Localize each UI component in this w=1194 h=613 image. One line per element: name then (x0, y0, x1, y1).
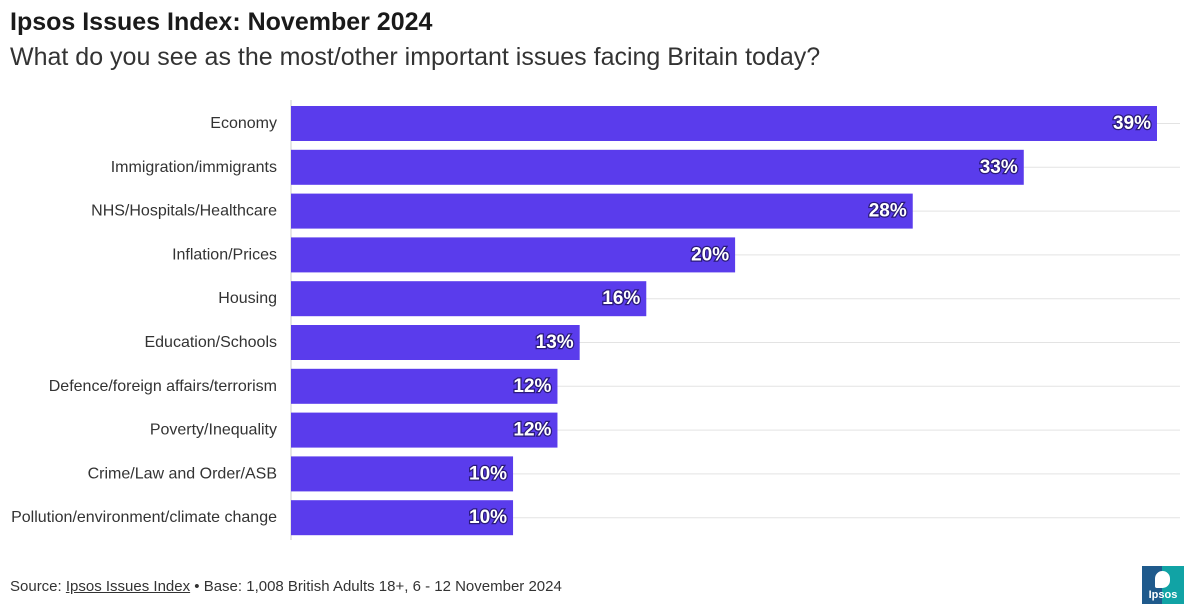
value-label: 13% (536, 332, 574, 353)
category-label: Housing (218, 290, 277, 307)
category-label: Pollution/environment/climate change (11, 509, 277, 526)
category-label: NHS/Hospitals/Healthcare (91, 203, 277, 220)
category-label: Poverty/Inequality (150, 422, 277, 439)
bar (291, 368, 558, 404)
bar (291, 500, 514, 536)
value-label: 28% (869, 201, 907, 222)
bar-chart: Economy Immigration/immigrants NHS/Hospita… (11, 100, 1180, 540)
footer-source: Source: Ipsos Issues Index • Base: 1,008… (10, 578, 562, 595)
category-label: Education/Schools (144, 334, 277, 351)
value-label: 10% (469, 463, 507, 484)
bar (291, 193, 913, 229)
bar (291, 281, 647, 317)
value-label: 10% (469, 507, 507, 528)
bar (291, 106, 1157, 141)
category-labels: Economy Immigration/immigrants NHS/Hospita… (11, 115, 277, 526)
value-label: 33% (980, 157, 1018, 178)
source-link[interactable]: Ipsos Issues Index (65, 578, 191, 595)
value-labels: 39% 33% 28% 20% 16% 13% 12% 12% 10% 10% (468, 112, 1153, 530)
category-label: Crime/Law and Order/ASB (88, 465, 277, 482)
bar (291, 237, 736, 273)
bar (291, 149, 1024, 185)
value-label: 12% (513, 420, 551, 441)
category-label: Inflation/Prices (172, 246, 277, 263)
value-label: 16% (602, 288, 640, 309)
logo-mark-icon (1155, 571, 1170, 588)
bar (291, 325, 580, 360)
logo-text: Ipsos (1148, 589, 1178, 601)
value-label: 20% (691, 244, 729, 265)
footer-prefix: Source: (10, 578, 66, 595)
bars (291, 106, 1157, 536)
chart-subtitle: What do you see as the most/other import… (10, 43, 821, 71)
category-label: Defence/foreign affairs/terrorism (49, 378, 277, 395)
chart-title: Ipsos Issues Index: November 2024 (10, 8, 433, 36)
bar (291, 412, 558, 448)
category-label: Immigration/immigrants (111, 159, 277, 176)
value-label: 39% (1113, 113, 1151, 134)
ipsos-logo: Ipsos (1142, 566, 1184, 604)
value-label: 12% (513, 376, 551, 397)
footer-base: • Base: 1,008 British Adults 18+, 6 - 12… (190, 578, 562, 595)
category-label: Economy (210, 115, 277, 132)
bar (291, 456, 514, 492)
